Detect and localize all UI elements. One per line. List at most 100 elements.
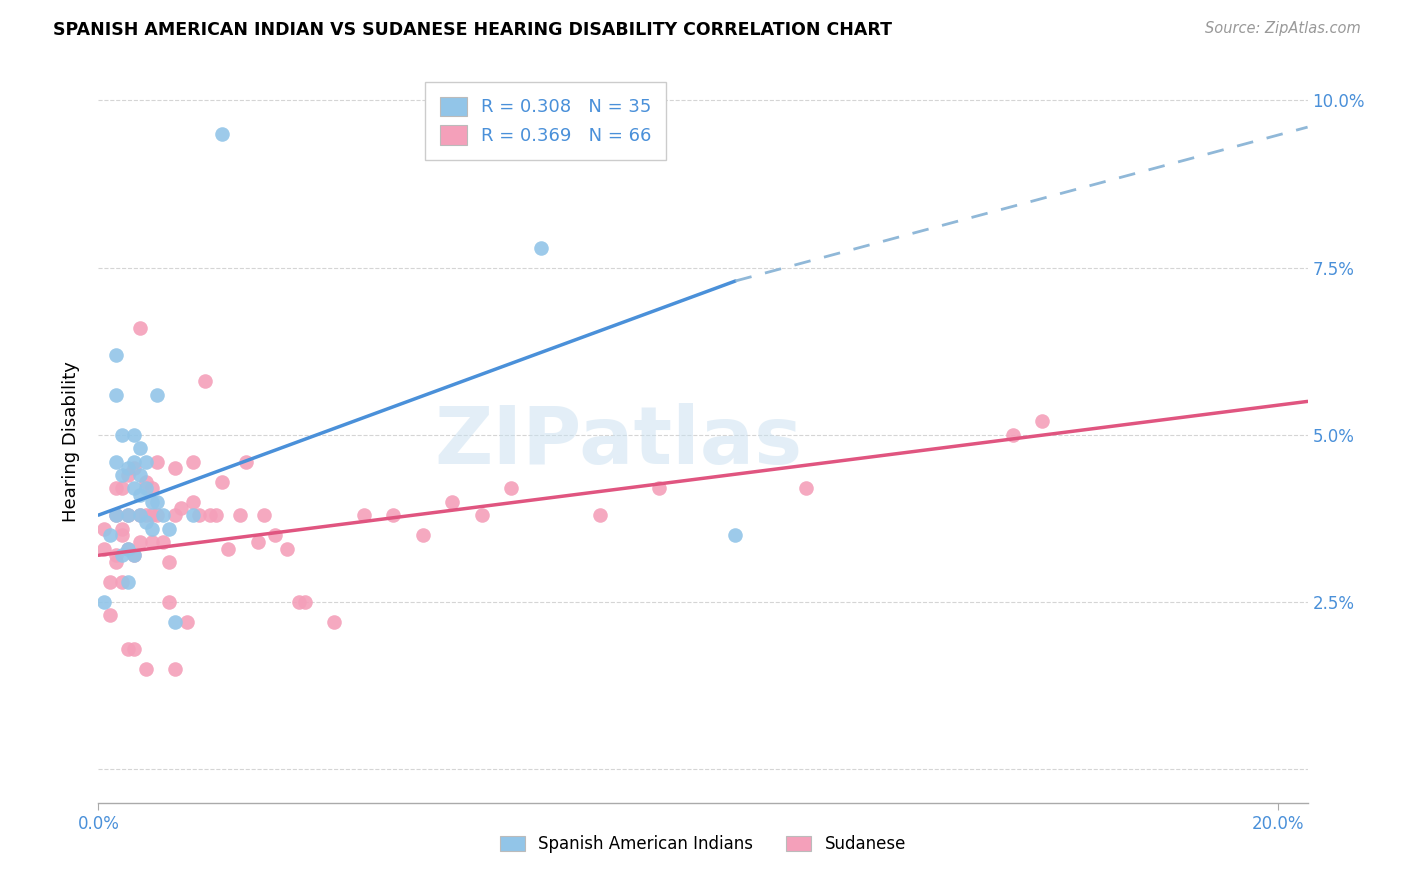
Point — [122, 548, 145, 563]
Point — [1001, 427, 1024, 442]
Point — [157, 555, 180, 569]
Point — [152, 508, 174, 523]
Point — [288, 595, 311, 609]
Point — [128, 467, 150, 482]
Point — [105, 555, 128, 569]
Point — [122, 461, 145, 475]
Point — [98, 528, 121, 542]
Text: Source: ZipAtlas.com: Source: ZipAtlas.com — [1205, 21, 1361, 37]
Point — [128, 320, 150, 334]
Point — [146, 494, 169, 508]
Point — [217, 541, 239, 556]
Point — [181, 494, 204, 508]
Point — [135, 662, 157, 676]
Point — [117, 467, 139, 482]
Point — [141, 508, 163, 523]
Point — [170, 501, 193, 516]
Point — [187, 508, 209, 523]
Point — [141, 494, 163, 508]
Point — [382, 508, 405, 523]
Point — [122, 455, 145, 469]
Point — [117, 508, 139, 523]
Point — [117, 461, 139, 475]
Point — [181, 508, 204, 523]
Point — [724, 528, 747, 542]
Point — [135, 475, 157, 489]
Point — [165, 461, 187, 475]
Point — [105, 347, 128, 362]
Point — [441, 494, 464, 508]
Point — [135, 455, 157, 469]
Y-axis label: Hearing Disability: Hearing Disability — [62, 361, 80, 522]
Point — [105, 387, 128, 401]
Point — [122, 427, 145, 442]
Point — [205, 508, 228, 523]
Point — [141, 481, 163, 495]
Point — [98, 574, 121, 589]
Point — [135, 508, 157, 523]
Point — [117, 574, 139, 589]
Point — [157, 521, 180, 535]
Point — [181, 455, 204, 469]
Point — [648, 481, 671, 495]
Point — [111, 481, 134, 495]
Point — [105, 455, 128, 469]
Point — [111, 574, 134, 589]
Point — [252, 508, 274, 523]
Point — [211, 127, 233, 141]
Point — [264, 528, 287, 542]
Point — [412, 528, 434, 542]
Point — [135, 515, 157, 529]
Point — [111, 521, 134, 535]
Legend: Spanish American Indians, Sudanese: Spanish American Indians, Sudanese — [494, 828, 912, 860]
Point — [276, 541, 298, 556]
Point — [294, 595, 316, 609]
Point — [194, 374, 217, 388]
Point — [93, 541, 115, 556]
Point — [246, 534, 269, 549]
Text: ZIPatlas: ZIPatlas — [434, 402, 803, 481]
Point — [105, 481, 128, 495]
Point — [353, 508, 375, 523]
Point — [128, 488, 150, 502]
Point — [128, 508, 150, 523]
Point — [105, 548, 128, 563]
Point — [141, 521, 163, 535]
Point — [146, 508, 169, 523]
Point — [128, 441, 150, 455]
Point — [211, 475, 233, 489]
Text: SPANISH AMERICAN INDIAN VS SUDANESE HEARING DISABILITY CORRELATION CHART: SPANISH AMERICAN INDIAN VS SUDANESE HEAR… — [53, 21, 893, 39]
Point — [141, 534, 163, 549]
Point — [105, 508, 128, 523]
Point — [122, 642, 145, 657]
Point — [122, 548, 145, 563]
Point — [323, 615, 346, 630]
Point — [146, 387, 169, 401]
Point — [111, 427, 134, 442]
Point — [165, 508, 187, 523]
Point — [117, 508, 139, 523]
Point — [98, 608, 121, 623]
Point — [501, 481, 523, 495]
Point — [165, 615, 187, 630]
Point — [235, 455, 257, 469]
Point — [165, 662, 187, 676]
Point — [157, 595, 180, 609]
Point — [111, 548, 134, 563]
Point — [229, 508, 252, 523]
Point — [471, 508, 494, 523]
Point — [176, 615, 198, 630]
Point — [1031, 414, 1053, 428]
Point — [794, 481, 817, 495]
Point — [93, 595, 115, 609]
Point — [93, 521, 115, 535]
Point — [128, 534, 150, 549]
Point — [530, 240, 553, 255]
Point — [122, 481, 145, 495]
Point — [200, 508, 222, 523]
Point — [111, 528, 134, 542]
Point — [146, 455, 169, 469]
Point — [117, 642, 139, 657]
Point — [589, 508, 612, 523]
Point — [117, 541, 139, 556]
